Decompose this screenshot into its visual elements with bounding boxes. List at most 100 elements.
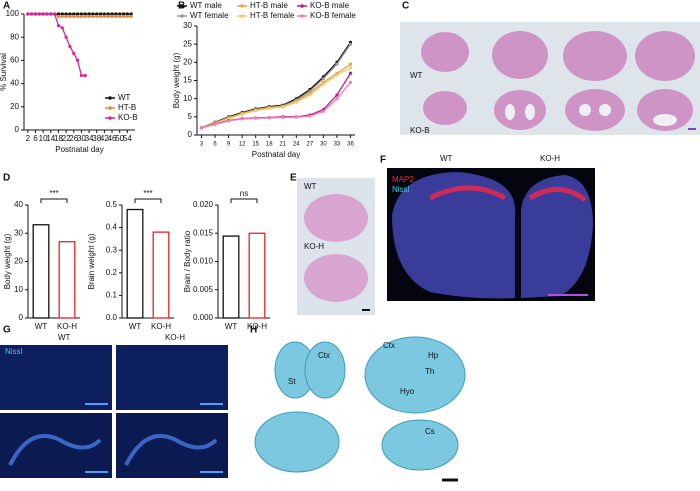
image-label: WT <box>410 71 423 80</box>
point <box>321 109 325 113</box>
point <box>64 35 68 39</box>
image-label: KO-H <box>165 333 185 342</box>
x-tick-label: WT <box>129 322 142 331</box>
point <box>64 14 68 18</box>
point <box>87 12 91 16</box>
region-label: Cs <box>425 427 435 436</box>
panel-letter: H <box>250 325 257 336</box>
point <box>321 77 325 81</box>
x-axis-label: Postnatal day <box>55 145 103 154</box>
legend-label: WT male <box>190 1 222 10</box>
x-tick-label: KO-H <box>247 322 267 331</box>
point <box>267 106 271 111</box>
point <box>56 12 61 16</box>
point <box>121 12 126 16</box>
point <box>102 12 106 16</box>
point <box>110 14 114 18</box>
stain-label: Nissl <box>5 347 23 356</box>
point <box>56 14 61 18</box>
legend-marker <box>240 14 244 18</box>
point <box>53 12 57 16</box>
x-tick-label: 12 <box>239 142 246 148</box>
point <box>83 14 87 18</box>
legend-label: WT <box>118 93 131 102</box>
x-tick-label: 10 <box>39 134 48 143</box>
point <box>72 51 76 56</box>
point <box>348 66 353 70</box>
x-tick-label: WT <box>35 322 48 331</box>
x-tick-label: 30 <box>77 134 86 143</box>
point <box>60 14 64 18</box>
point <box>95 12 99 16</box>
x-tick-label: 21 <box>279 142 286 148</box>
point <box>335 97 339 101</box>
y-tick-label: 20 <box>183 57 192 66</box>
legend-marker <box>240 4 244 8</box>
bar <box>58 241 76 319</box>
y-axis-label: Body weight (g) <box>172 52 181 108</box>
y-tick-label: 10 <box>14 285 23 294</box>
y-tick-label: 10 <box>183 94 192 103</box>
point <box>83 73 87 78</box>
point <box>129 14 133 18</box>
point <box>87 14 91 18</box>
bar <box>152 231 170 319</box>
panel-letter: A <box>3 1 10 12</box>
region-label: Hyo <box>400 387 415 396</box>
series-line <box>201 43 352 129</box>
legend-marker <box>180 14 184 18</box>
legend-marker <box>108 116 112 120</box>
point <box>79 12 84 16</box>
panel-f: F WT KO-H MAP2 Nissl <box>380 154 595 301</box>
point <box>95 14 99 18</box>
panel-h: H Ctx St Ctx Hp Th Hyo Cs <box>250 325 466 482</box>
point <box>281 105 285 109</box>
point <box>41 12 45 16</box>
legend-marker <box>180 4 184 8</box>
panel-letter: C <box>402 1 409 12</box>
x-tick-label: 3 <box>200 142 204 148</box>
legend-label: HT-B male <box>250 1 288 10</box>
region-label: Ctx <box>383 341 395 350</box>
point <box>114 14 118 18</box>
stain-label: MAP2 <box>392 175 414 184</box>
y-tick-label: 0.020 <box>193 200 214 209</box>
bar <box>222 235 240 319</box>
x-tick-label: 6 <box>213 142 217 148</box>
x-tick-label: 2 <box>26 134 31 143</box>
point <box>254 109 258 113</box>
point <box>118 12 122 16</box>
legend-marker <box>108 96 112 100</box>
point <box>335 93 339 97</box>
point <box>98 12 103 16</box>
panel-letter: E <box>290 173 297 184</box>
image-label: KO-H <box>540 154 560 163</box>
point <box>49 12 53 16</box>
point <box>125 14 129 18</box>
significance-label: *** <box>143 189 152 198</box>
significance-bracket <box>230 198 258 203</box>
y-tick-label: 15 <box>183 76 192 85</box>
y-tick-label: 60 <box>10 56 19 65</box>
point <box>98 14 103 18</box>
point <box>227 119 231 123</box>
legend-label: KO-B female <box>310 11 356 20</box>
x-tick-label: 6 <box>33 134 38 143</box>
y-tick-label: 0.3 <box>106 245 118 254</box>
y-tick-label: 0.005 <box>193 285 214 294</box>
y-tick-label: 0.000 <box>193 313 214 322</box>
point <box>129 12 133 16</box>
point <box>33 12 38 16</box>
bar <box>126 208 144 319</box>
x-tick-label: KO-H <box>57 322 77 331</box>
x-tick-label: 36 <box>347 142 354 148</box>
point <box>60 26 64 30</box>
y-axis-label: Brain / Body ratio <box>183 230 192 292</box>
y-tick-label: 80 <box>10 32 19 41</box>
region-label: Hp <box>428 351 439 360</box>
point <box>294 115 298 119</box>
x-tick-label: 30 <box>320 142 327 148</box>
x-tick-label: 15 <box>252 142 259 148</box>
panel-e: E WT KO-H <box>290 173 375 315</box>
x-tick-label: 38 <box>92 134 101 143</box>
